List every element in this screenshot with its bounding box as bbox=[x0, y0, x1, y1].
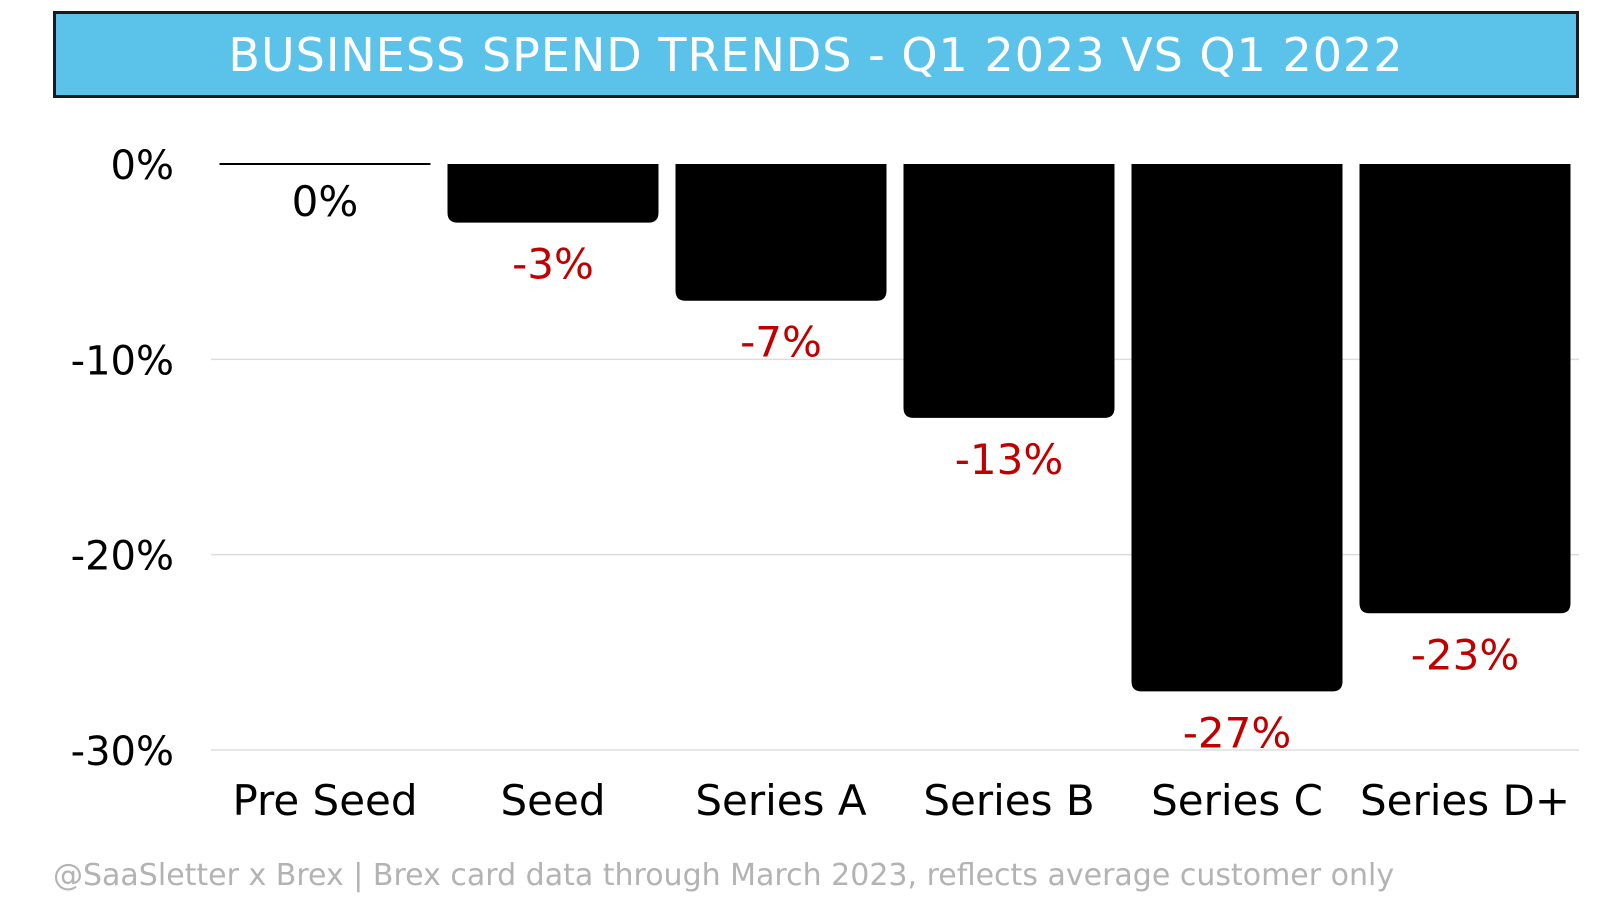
x-category-label: Seed bbox=[501, 776, 606, 825]
bar-value-label: -3% bbox=[512, 240, 594, 289]
bar-value-label: 0% bbox=[292, 177, 359, 226]
source-footer: @SaaSletter x Brex | Brex card data thro… bbox=[53, 858, 1395, 893]
y-tick-label: -10% bbox=[71, 338, 174, 384]
bar-value-label: -23% bbox=[1411, 630, 1520, 679]
bar bbox=[675, 164, 887, 301]
y-tick-label: -30% bbox=[71, 729, 174, 775]
bar bbox=[447, 164, 659, 223]
x-category-label: Series C bbox=[1151, 776, 1323, 825]
bar bbox=[1359, 164, 1571, 614]
bar-value-label: -13% bbox=[955, 435, 1064, 484]
y-tick-label: -20% bbox=[71, 534, 174, 580]
chart-title-bar: BUSINESS SPEND TRENDS - Q1 2023 VS Q1 20… bbox=[53, 11, 1579, 98]
bar-value-label: -7% bbox=[740, 318, 822, 367]
bar bbox=[903, 164, 1115, 418]
x-category-label: Series B bbox=[923, 776, 1094, 825]
chart-title: BUSINESS SPEND TRENDS - Q1 2023 VS Q1 20… bbox=[228, 27, 1404, 82]
bar-value-label: -27% bbox=[1183, 708, 1292, 757]
x-category-label: Pre Seed bbox=[232, 776, 417, 825]
x-category-label: Series D+ bbox=[1360, 776, 1570, 825]
y-tick-label: 0% bbox=[111, 143, 174, 189]
bar bbox=[1131, 164, 1343, 692]
x-category-label: Series A bbox=[695, 776, 867, 825]
